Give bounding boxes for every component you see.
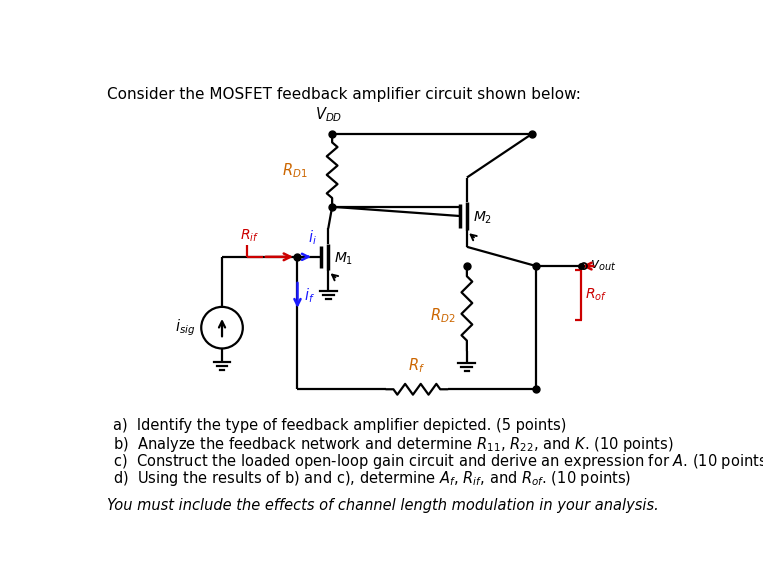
Text: a)  Identify the type of feedback amplifier depicted. (5 points): a) Identify the type of feedback amplifi…: [113, 418, 566, 433]
Text: $R_{D1}$: $R_{D1}$: [282, 161, 307, 180]
Text: $i_f$: $i_f$: [304, 286, 314, 304]
Text: $R_f$: $R_f$: [408, 357, 425, 375]
Text: $M_2$: $M_2$: [473, 209, 492, 226]
Text: $v_{out}$: $v_{out}$: [590, 259, 617, 273]
Text: b)  Analyze the feedback network and determine $R_{11}$, $R_{22}$, and $K$. (10 : b) Analyze the feedback network and dete…: [113, 435, 674, 454]
Text: You must include the effects of channel length modulation in your analysis.: You must include the effects of channel …: [107, 498, 658, 513]
Text: c)  Construct the loaded open-loop gain circuit and derive an expression for $A$: c) Construct the loaded open-loop gain c…: [113, 451, 763, 471]
Text: $R_{D2}$: $R_{D2}$: [430, 307, 456, 325]
Text: $M_1$: $M_1$: [334, 250, 354, 267]
Text: $R_{of}$: $R_{of}$: [585, 287, 607, 303]
Text: $V_{DD}$: $V_{DD}$: [314, 106, 342, 124]
Text: $i_i$: $i_i$: [308, 228, 317, 247]
Text: Consider the MOSFET feedback amplifier circuit shown below:: Consider the MOSFET feedback amplifier c…: [107, 87, 581, 102]
Text: d)  Using the results of b) and c), determine $A_f$, $R_{if}$, and $R_{of}$. (10: d) Using the results of b) and c), deter…: [113, 469, 631, 487]
Text: $i_{sig}$: $i_{sig}$: [175, 317, 195, 338]
Text: $R_{if}$: $R_{if}$: [240, 227, 259, 244]
